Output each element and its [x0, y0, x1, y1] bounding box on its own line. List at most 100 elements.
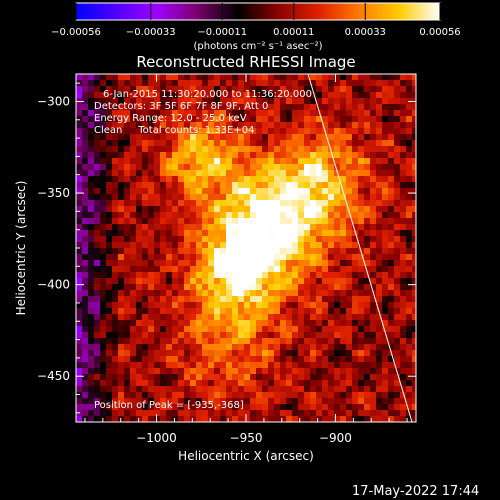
heatmap-cell — [208, 236, 214, 242]
heatmap-cell — [406, 200, 412, 206]
heatmap-cell — [136, 344, 142, 350]
heatmap-cell — [94, 236, 100, 242]
heatmap-cell — [214, 92, 220, 98]
heatmap-cell — [280, 110, 286, 116]
heatmap-cell — [214, 296, 220, 302]
heatmap-cell — [298, 254, 304, 260]
heatmap-cell — [142, 398, 148, 404]
heatmap-cell — [364, 272, 370, 278]
heatmap-cell — [178, 158, 184, 164]
heatmap-cell — [226, 404, 232, 410]
heatmap-cell — [340, 284, 346, 290]
heatmap-cell — [358, 272, 364, 278]
heatmap-cell — [130, 380, 136, 386]
heatmap-cell — [334, 230, 340, 236]
heatmap-cell — [154, 158, 160, 164]
heatmap-cell — [310, 368, 316, 374]
heatmap-cell — [346, 278, 352, 284]
heatmap-cell — [172, 392, 178, 398]
heatmap-cell — [340, 122, 346, 128]
heatmap-cell — [148, 158, 154, 164]
heatmap-cell — [136, 326, 142, 332]
heatmap-cell — [106, 266, 112, 272]
heatmap-cell — [304, 392, 310, 398]
heatmap-cell — [208, 320, 214, 326]
heatmap-cell — [340, 260, 346, 266]
heatmap-cell — [370, 80, 376, 86]
heatmap-cell — [376, 278, 382, 284]
heatmap-cell — [148, 152, 154, 158]
heatmap-cell — [238, 74, 244, 80]
heatmap-cell — [334, 176, 340, 182]
heatmap-cell — [292, 218, 298, 224]
heatmap-cell — [256, 98, 262, 104]
heatmap-cell — [154, 272, 160, 278]
heatmap-cell — [400, 74, 406, 80]
heatmap-cell — [376, 188, 382, 194]
heatmap-cell — [346, 86, 352, 92]
heatmap-cell — [154, 296, 160, 302]
heatmap-cell — [160, 338, 166, 344]
y-axis-label: Heliocentric Y (arcsec) — [14, 181, 28, 316]
heatmap-cell — [136, 320, 142, 326]
heatmap-cell — [82, 158, 88, 164]
heatmap-cell — [202, 416, 208, 422]
heatmap-cell — [256, 368, 262, 374]
heatmap-cell — [388, 398, 394, 404]
heatmap-cell — [190, 122, 196, 128]
heatmap-cell — [124, 374, 130, 380]
heatmap-cell — [328, 350, 334, 356]
heatmap-cell — [382, 92, 388, 98]
heatmap-cell — [208, 404, 214, 410]
heatmap-cell — [76, 416, 82, 422]
heatmap-cell — [214, 146, 220, 152]
heatmap-cell — [286, 146, 292, 152]
heatmap-cell — [274, 350, 280, 356]
heatmap-cell — [238, 290, 244, 296]
heatmap-cell — [286, 260, 292, 266]
heatmap-cell — [370, 272, 376, 278]
heatmap-cell — [232, 182, 238, 188]
heatmap-cell — [394, 248, 400, 254]
heatmap-cell — [190, 116, 196, 122]
heatmap-cell — [196, 368, 202, 374]
heatmap-cell — [202, 380, 208, 386]
heatmap-cell — [100, 176, 106, 182]
heatmap-cell — [304, 308, 310, 314]
heatmap-cell — [298, 212, 304, 218]
heatmap-cell — [214, 128, 220, 134]
heatmap-cell — [154, 254, 160, 260]
heatmap-cell — [358, 266, 364, 272]
heatmap-cell — [292, 80, 298, 86]
heatmap-cell — [268, 404, 274, 410]
heatmap-cell — [364, 98, 370, 104]
heatmap-cell — [220, 392, 226, 398]
heatmap-cell — [94, 86, 100, 92]
heatmap-cell — [304, 266, 310, 272]
heatmap-cell — [208, 212, 214, 218]
heatmap-cell — [148, 164, 154, 170]
heatmap-cell — [112, 266, 118, 272]
heatmap-cell — [286, 242, 292, 248]
heatmap-cell — [100, 206, 106, 212]
heatmap-cell — [184, 128, 190, 134]
heatmap-cell — [196, 284, 202, 290]
heatmap-cell — [208, 86, 214, 92]
x-tick-label: −900 — [319, 431, 352, 445]
heatmap-cell — [268, 80, 274, 86]
heatmap-cell — [76, 362, 82, 368]
heatmap-cell — [394, 398, 400, 404]
heatmap-cell — [82, 92, 88, 98]
heatmap-cell — [232, 386, 238, 392]
heatmap-cell — [250, 206, 256, 212]
heatmap-cell — [166, 188, 172, 194]
heatmap-cell — [394, 140, 400, 146]
heatmap-cell — [196, 134, 202, 140]
heatmap-cell — [184, 206, 190, 212]
heatmap-cell — [154, 326, 160, 332]
heatmap-cell — [382, 284, 388, 290]
heatmap-cell — [76, 110, 82, 116]
heatmap-cell — [400, 110, 406, 116]
heatmap-cell — [280, 278, 286, 284]
heatmap-cell — [388, 374, 394, 380]
